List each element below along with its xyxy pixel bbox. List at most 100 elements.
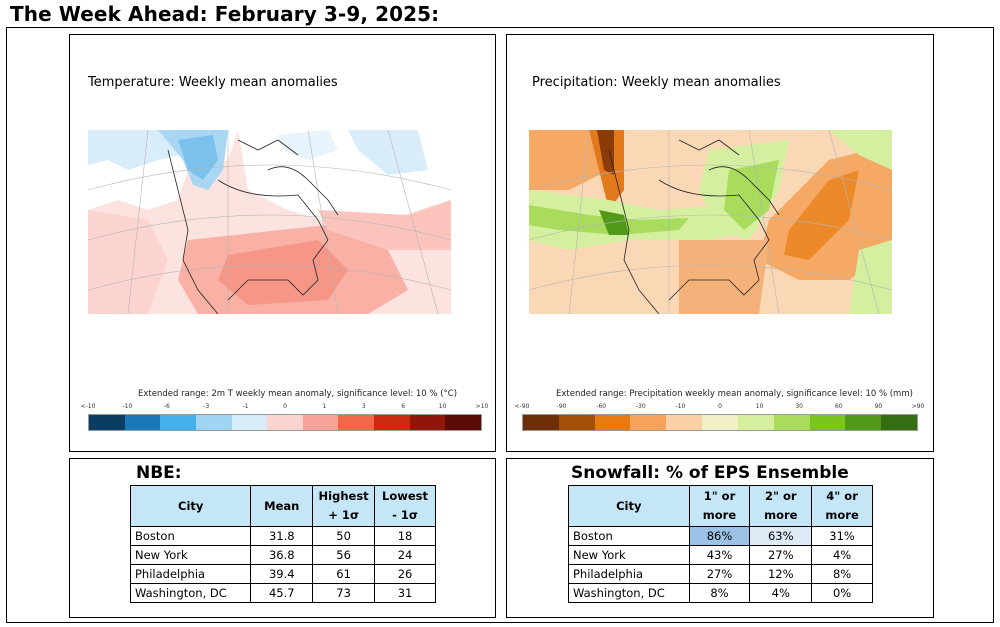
color-swatch [702,415,738,430]
column-header: Mean [250,485,314,527]
table-row: Washington, DC 45.7 73 31 [129,583,436,603]
lowest-cell: 18 [374,526,436,546]
color-swatch [666,415,703,430]
snow-2in-cell: 27% [749,545,813,565]
city-cell: Philadelphia [568,564,690,584]
nbe-table: City Mean Highest + 1σ Lowest - 1σ Bosto… [129,485,436,603]
column-header: Highest + 1σ [312,485,376,527]
legend-tick-label: -6 [163,403,170,410]
legend-tick-label: 0 [283,403,287,410]
snow-4in-cell: 4% [811,545,873,565]
snow-2in-cell: 4% [749,583,813,603]
temperature-anomaly-map [88,130,451,314]
city-cell: Boston [129,526,252,546]
snow-4in-cell: 8% [811,564,873,584]
precipitation-color-scale [522,414,918,431]
column-header: City [129,485,252,527]
color-swatch [773,415,810,430]
legend-tick-label: 10 [755,403,764,410]
city-cell: Boston [568,526,690,546]
highest-cell: 50 [312,526,376,546]
color-swatch [845,415,882,430]
legend-tick-label: 0 [718,403,722,410]
legend-tick-label: -3 [203,403,210,410]
legend-tick-label: >10 [475,403,489,410]
legend-tick-label: 10 [438,403,447,410]
city-cell: Washington, DC [129,583,252,603]
table-header-row: City Mean Highest + 1σ Lowest - 1σ [129,485,436,527]
color-swatch [195,415,232,430]
precipitation-panel: Precipitation: Weekly mean anomalies Ext… [506,34,934,452]
highest-cell: 56 [312,545,376,565]
snow-4in-cell: 31% [811,526,873,546]
color-swatch [231,415,268,430]
color-swatch [89,415,125,430]
precipitation-legend-ticks: <-90 -90 -60 -30 -10 0 10 30 60 90 >90 [515,403,925,413]
snow-2in-cell: 12% [749,564,813,584]
color-swatch [374,415,410,430]
temperature-panel: Temperature: Weekly mean anomalies Exten… [69,34,496,452]
legend-tick-label: 3 [361,403,366,410]
legend-tick-label: <-10 [80,403,96,410]
temperature-map-title: Temperature: Weekly mean anomalies [88,75,338,90]
color-swatch [267,415,303,430]
snow-4in-cell: 0% [811,583,873,603]
city-cell: Washington, DC [568,583,690,603]
city-cell: New York [568,545,690,565]
color-swatch [160,415,196,430]
mean-cell: 39.4 [250,564,314,584]
color-swatch [302,415,339,430]
mean-cell: 45.7 [250,583,314,603]
legend-tick-label: -60 [596,403,607,410]
lowest-cell: 26 [374,564,436,584]
legend-tick-label: 30 [795,403,804,410]
legend-tick-label: 6 [401,403,406,410]
temperature-legend-ticks: <-10 -10 -6 -3 -1 0 1 3 6 10 >10 [81,403,489,413]
lowest-cell: 31 [374,583,436,603]
color-swatch [523,415,559,430]
highest-cell: 61 [312,564,376,584]
legend-tick-label: -90 [556,403,567,410]
color-swatch [445,415,482,430]
table-row: Philadelphia 27% 12% 8% [568,564,873,584]
color-swatch [630,415,667,430]
color-swatch [737,415,774,430]
table-row: Boston 31.8 50 18 [129,526,436,546]
legend-tick-label: -10 [675,403,686,410]
column-header: 2" or more [749,485,813,527]
legend-tick-label: -30 [635,403,646,410]
snow-1in-cell: 43% [688,545,751,565]
table-row: Philadelphia 39.4 61 26 [129,564,436,584]
table-row: Boston 86% 63% 31% [568,526,873,546]
column-header: 1" or more [688,485,751,527]
color-swatch [338,415,375,430]
legend-tick-label: 1 [322,403,327,410]
highest-cell: 73 [312,583,376,603]
snowfall-table: City 1" or more 2" or more 4" or more Bo… [568,485,873,603]
precipitation-anomaly-map [529,130,892,314]
color-swatch [409,415,446,430]
table-row: New York 36.8 56 24 [129,545,436,565]
precipitation-map-title: Precipitation: Weekly mean anomalies [532,75,781,90]
report-frame [6,27,994,623]
snow-1in-cell: 8% [688,583,751,603]
column-header: Lowest - 1σ [374,485,436,527]
legend-tick-label: 60 [834,403,843,410]
legend-tick-label: >90 [911,403,925,410]
legend-tick-label: -10 [122,403,133,410]
page-title: The Week Ahead: February 3-9, 2025: [10,2,440,26]
color-swatch [881,415,917,430]
mean-cell: 31.8 [250,526,314,546]
color-swatch [594,415,631,430]
snow-1in-cell: 27% [688,564,751,584]
color-swatch [809,415,846,430]
legend-tick-label: <-90 [514,403,530,410]
column-header: 4" or more [811,485,873,527]
lowest-cell: 24 [374,545,436,565]
column-header: City [568,485,690,527]
color-swatch [558,415,595,430]
mean-cell: 36.8 [250,545,314,565]
nbe-heading: NBE: [136,463,182,483]
snow-2in-cell: 63% [749,526,813,546]
snow-1in-cell: 86% [688,526,751,546]
